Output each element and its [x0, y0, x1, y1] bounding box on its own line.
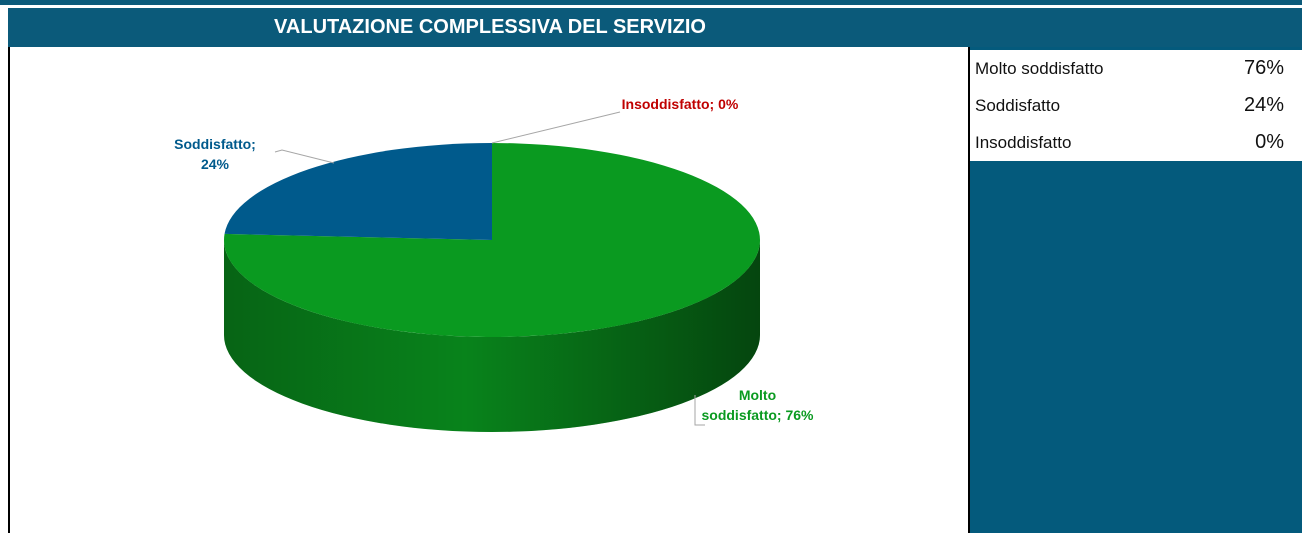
row-value: 24% [1243, 94, 1284, 116]
row-label: Molto soddisfatto [975, 59, 1104, 78]
table-row: Soddisfatto 24% [970, 87, 1302, 124]
row-value: 76% [1243, 57, 1284, 79]
table-row: Molto soddisfatto 76% [970, 50, 1302, 87]
table-row: Insoddisfatto 0% [970, 124, 1302, 161]
leader-line [491, 111, 621, 144]
data-label: Insoddisfatto; 0% [621, 96, 739, 112]
border [968, 47, 970, 533]
slice [224, 143, 492, 240]
row-value: 0% [1255, 131, 1284, 153]
summary-table: Molto soddisfatto 76% Soddisfatto 24% Insodd… [970, 50, 1302, 161]
chart-title: VALUTAZIONE COMPLESSIVA DEL SERVIZIO [8, 8, 1302, 47]
leader-line [274, 149, 335, 164]
leader-line [694, 395, 705, 426]
top-strip [0, 0, 1302, 5]
row-label: Insoddisfatto [975, 133, 1072, 152]
border [8, 47, 10, 533]
slice [224, 143, 761, 337]
side-shade [224, 240, 760, 432]
data-label: Molto soddisfatto; 76% [701, 387, 814, 423]
row-label: Soddisfatto [975, 96, 1061, 115]
data-label: Soddisfatto; 24% [174, 136, 256, 172]
